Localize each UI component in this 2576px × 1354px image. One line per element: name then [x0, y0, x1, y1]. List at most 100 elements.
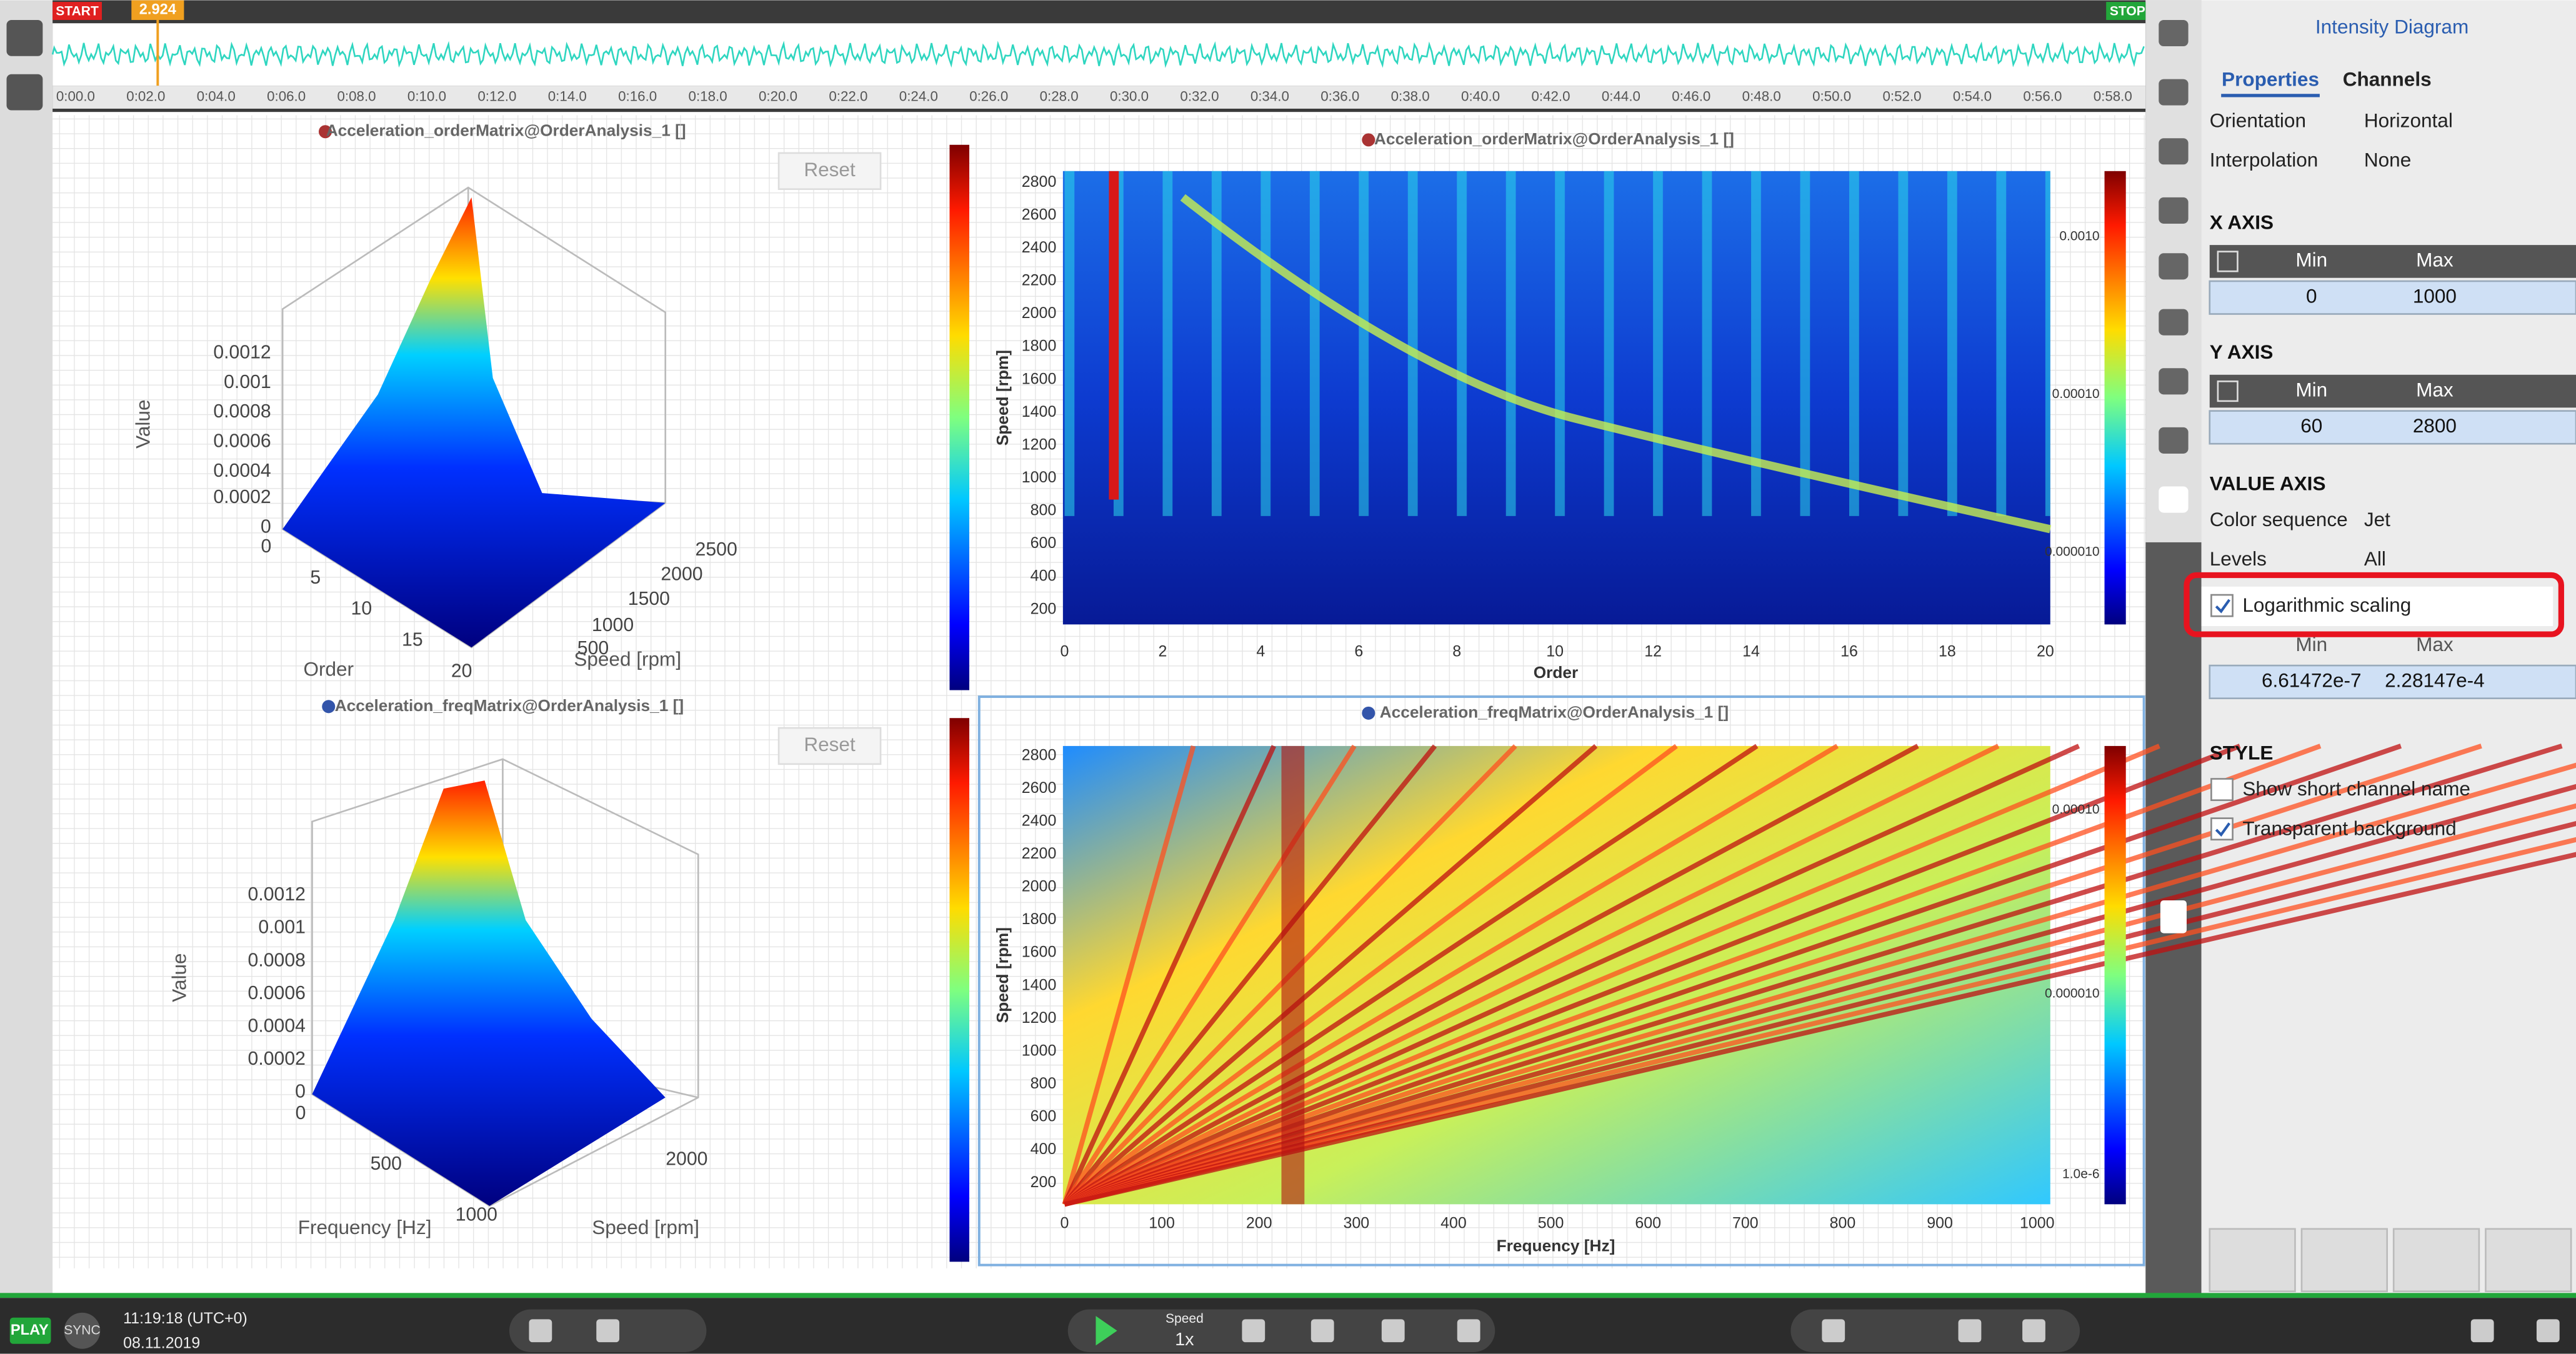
highlight-box [2184, 572, 2564, 637]
column-header: Max [2416, 378, 2454, 401]
status-line [0, 1293, 2576, 1298]
tool-icon[interactable] [2159, 19, 2189, 47]
heatmap-ridge [1063, 744, 1839, 1207]
section-heading: Y AXIS [2210, 341, 2274, 363]
tool-icon[interactable] [2159, 309, 2189, 336]
z-tick-label: 0.0002 [248, 1048, 306, 1069]
x-tick-label: 10 [351, 599, 372, 619]
cell: 1000 [2413, 285, 2457, 307]
toolbar-icon[interactable] [1457, 1319, 1480, 1343]
x-axis-label: Frequency [Hz] [1497, 1237, 1615, 1255]
time-tick-label: 0:06.0 [267, 88, 306, 104]
toolbar-icon[interactable] [1310, 1319, 1334, 1343]
toolbar-icon[interactable] [2536, 1319, 2560, 1343]
checkbox[interactable] [2210, 778, 2234, 801]
speed-value[interactable]: 1x [1175, 1330, 1194, 1350]
toolbar-icon[interactable] [1958, 1319, 1982, 1343]
panel-button[interactable] [2485, 1228, 2572, 1292]
table-header [2209, 245, 2576, 278]
time-tick-label: 0:22.0 [829, 88, 867, 104]
checkbox[interactable] [2210, 594, 2234, 617]
toolbar-icon[interactable] [1822, 1319, 1845, 1343]
field-value[interactable]: Jet [2364, 508, 2390, 530]
dropdown[interactable] [2355, 144, 2573, 178]
checkbox-label[interactable]: Transparent background [2242, 817, 2456, 839]
tool-icon[interactable] [2159, 79, 2189, 106]
tool-icon[interactable] [2159, 197, 2189, 224]
table-row [2209, 664, 2576, 699]
tab[interactable]: Channels [2343, 68, 2432, 91]
y-tick-label: 2000 [666, 1148, 707, 1169]
sync-label[interactable]: SYNC [64, 1323, 100, 1337]
heatmap-ridge [1064, 784, 2576, 1207]
dropdown[interactable] [2355, 105, 2573, 139]
x-tick-label: 600 [1635, 1214, 1661, 1232]
reset-button[interactable] [777, 152, 882, 191]
checkbox[interactable] [2210, 817, 2234, 841]
field-value[interactable]: All [2364, 547, 2386, 570]
y-axis-label: Speed [rpm] [592, 1216, 699, 1238]
icon-print[interactable] [6, 74, 43, 111]
tool-icon[interactable] [2159, 368, 2189, 395]
time-tick-label: 0:30.0 [1110, 88, 1149, 104]
y-tick-label: 2000 [661, 564, 702, 584]
checkbox[interactable] [2217, 380, 2239, 402]
color-tick-label: 0.0010 [2059, 229, 2099, 244]
x-tick-label: 15 [402, 630, 423, 650]
checkbox-label[interactable]: Logarithmic scaling [2242, 594, 2411, 616]
z-tick-label: 0.001 [258, 917, 306, 938]
heatmap-ridge [1062, 745, 1276, 1205]
time-tick-label: 0:12.0 [477, 88, 516, 104]
time-tick-label: 0:10.0 [407, 88, 446, 104]
tool-icon[interactable] [2159, 138, 2189, 165]
y-tick-label: 200 [1031, 600, 1057, 617]
field-value[interactable]: Horizontal [2364, 109, 2453, 131]
y-tick-label: 2400 [1022, 239, 1057, 256]
toolbar-icon[interactable] [1381, 1319, 1405, 1343]
tab[interactable]: Properties [2222, 68, 2319, 91]
panel-button[interactable] [2300, 1228, 2388, 1292]
x-tick-label: 5 [310, 567, 321, 588]
heatmap-ridge [1064, 762, 2576, 1207]
x-axis-label: Frequency [Hz] [298, 1216, 432, 1238]
tool-icon[interactable] [2159, 253, 2189, 280]
play-button[interactable] [1096, 1316, 1117, 1346]
z-tick-label: 0.0012 [248, 884, 306, 905]
checkbox[interactable] [2217, 251, 2239, 272]
toolbar-icon[interactable] [2022, 1319, 2045, 1343]
table-row [2209, 410, 2576, 445]
heatmap-ridge [1064, 803, 2576, 1207]
cell: 6.61472e-7 [2262, 669, 2362, 692]
toolbar-icon[interactable] [529, 1319, 552, 1343]
dropdown[interactable] [2355, 504, 2573, 538]
x-tick-label: 300 [1344, 1214, 1370, 1232]
plot3d-title: Acceleration_freqMatrix@OrderAnalysis_1 … [335, 696, 684, 715]
sync-badge[interactable] [64, 1312, 101, 1349]
icon-windows[interactable] [6, 19, 43, 56]
section-heading: X AXIS [2210, 211, 2274, 233]
reset-label[interactable]: Reset [804, 733, 856, 755]
channel-dot [1362, 133, 1375, 147]
trash-icon[interactable] [2160, 900, 2187, 933]
toolbar-icon[interactable] [596, 1319, 620, 1343]
panel-button[interactable] [2209, 1228, 2296, 1292]
field-value[interactable]: None [2364, 148, 2411, 171]
tool-icon[interactable] [2159, 486, 2189, 513]
z-tick-label: 0.0002 [213, 487, 271, 507]
reset-button[interactable] [777, 727, 882, 765]
toolbar-icon[interactable] [1242, 1319, 1266, 1343]
dropdown[interactable] [2355, 544, 2573, 577]
x-tick-label: 1000 [456, 1205, 497, 1225]
panel-button[interactable] [2392, 1228, 2480, 1292]
section-heading: STYLE [2210, 741, 2274, 764]
time-tick-label: 0:32.0 [1180, 88, 1219, 104]
toolbar-icon[interactable] [2470, 1319, 2494, 1343]
reset-label[interactable]: Reset [804, 158, 856, 181]
heatmap-ridge [1063, 744, 2080, 1207]
cursor-label: 2.924 [139, 1, 177, 17]
tool-icon[interactable] [2159, 427, 2189, 454]
y-tick-label: 2600 [1022, 779, 1057, 797]
checkbox-label[interactable]: Show short channel name [2242, 777, 2470, 800]
y-tick-label: 600 [1031, 534, 1057, 552]
heatmap-ridge [1064, 820, 2576, 1207]
